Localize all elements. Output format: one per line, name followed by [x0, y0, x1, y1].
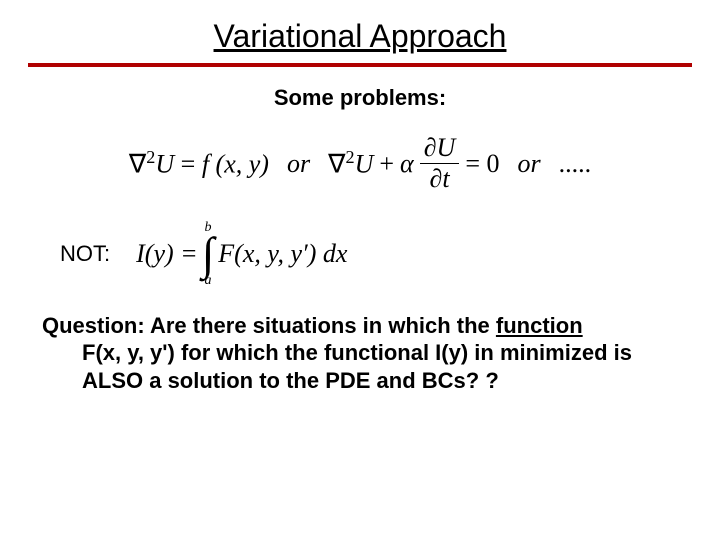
int-symbol: ∫	[202, 233, 215, 274]
not-label: NOT:	[60, 241, 110, 267]
dots: .....	[559, 149, 592, 179]
subheading: Some problems:	[0, 85, 720, 111]
sup-2a: 2	[146, 147, 155, 167]
slide-title: Variational Approach	[0, 18, 720, 55]
question-line1-pre: Question: Are there situations in which …	[42, 313, 496, 338]
or-1: or	[287, 149, 310, 179]
integral-sign: b ∫ a	[202, 222, 215, 286]
question-line2a: F(x, y, y') for which the functional I(y…	[42, 339, 678, 367]
int-lower: a	[204, 275, 211, 286]
question-line2b: ALSO a solution to the PDE and BCs? ?	[42, 367, 678, 395]
question-line1-underline: function	[496, 313, 583, 338]
eq-U2: U	[355, 150, 374, 179]
eq-zero: = 0	[465, 149, 499, 179]
sup-2b: 2	[345, 147, 354, 167]
alpha: α	[400, 149, 414, 179]
integral-lhs: I(y) =	[136, 239, 198, 269]
integrand: F(x, y, y′) dx	[218, 239, 347, 269]
not-row: NOT: I(y) = b ∫ a F(x, y, y′) dx	[60, 222, 720, 286]
equation-row: ∇2U = f (x, y) or ∇2U + α ∂U ∂t = 0 or .…	[40, 135, 680, 192]
eq-term2: ∇2U + α ∂U ∂t = 0	[328, 135, 499, 192]
title-rule	[28, 63, 692, 67]
nabla-2: ∇	[328, 150, 345, 179]
frac-num-U: U	[437, 133, 456, 162]
eq-rhs1: f (x, y)	[202, 150, 269, 179]
nabla-1: ∇	[129, 150, 146, 179]
eq-term1: ∇2U = f (x, y)	[129, 147, 269, 180]
partial-frac: ∂U ∂t	[420, 135, 460, 192]
integral-expression: I(y) = b ∫ a F(x, y, y′) dx	[136, 222, 347, 286]
eq-U1: U	[155, 150, 174, 179]
question-block: Question: Are there situations in which …	[42, 312, 678, 395]
eq-equals-1: =	[181, 150, 196, 179]
plus: +	[379, 149, 394, 179]
frac-den-t: t	[442, 164, 449, 193]
or-2: or	[518, 149, 541, 179]
